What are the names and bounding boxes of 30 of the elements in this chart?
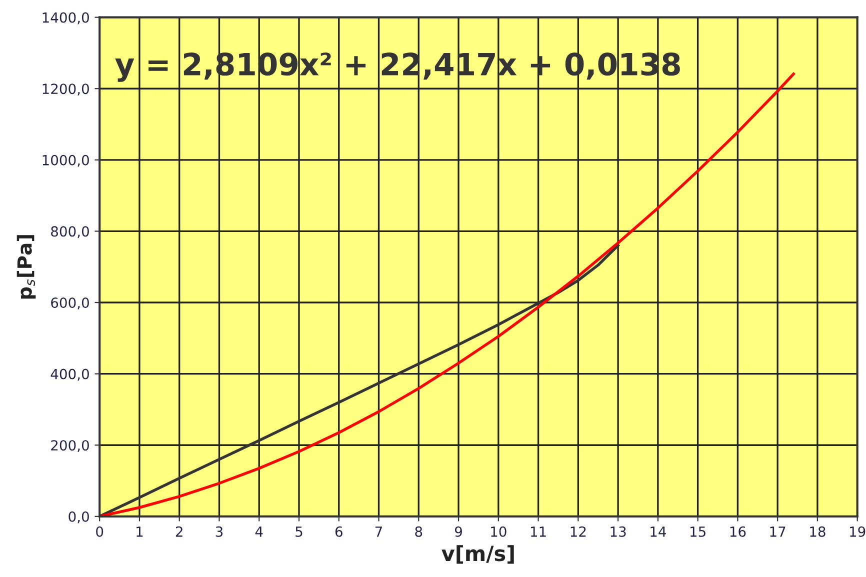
y-tick-label: 1200,0 bbox=[42, 84, 89, 96]
x-tick-label: 14 bbox=[650, 526, 666, 537]
x-tick-label: 1 bbox=[136, 526, 143, 537]
x-tick-label: 6 bbox=[335, 526, 342, 537]
x-tick-label: 3 bbox=[216, 526, 223, 537]
y-tick-label: 200,0 bbox=[51, 440, 89, 452]
x-tick-label: 16 bbox=[730, 526, 746, 537]
x-tick-label: 9 bbox=[454, 526, 462, 537]
x-tick-label: 8 bbox=[415, 526, 422, 537]
y-tick-label: 800,0 bbox=[51, 226, 89, 238]
x-tick-label: 12 bbox=[570, 526, 586, 537]
x-tick-label: 13 bbox=[610, 526, 626, 537]
y-tick-label: 1000,0 bbox=[42, 154, 89, 167]
x-axis-title: v[m/s] bbox=[442, 545, 514, 564]
x-tick-label: 17 bbox=[770, 526, 786, 537]
x-tick-label: 11 bbox=[530, 526, 546, 537]
x-tick-label: 15 bbox=[690, 526, 706, 537]
y-axis-title: p$_{s}$[Pa] bbox=[16, 235, 36, 299]
x-tick-label: 0 bbox=[96, 526, 104, 537]
x-tick-label: 2 bbox=[176, 526, 182, 537]
x-tick-label: 10 bbox=[491, 526, 506, 537]
x-tick-label: 18 bbox=[810, 526, 826, 537]
x-tick-label: 19 bbox=[850, 526, 866, 537]
x-tick-label: 7 bbox=[375, 526, 382, 537]
y-tick-label: 600,0 bbox=[51, 297, 89, 310]
x-tick-label: 4 bbox=[255, 526, 263, 537]
y-tick-label: 1400,0 bbox=[42, 12, 89, 24]
x-tick-label: 5 bbox=[296, 526, 302, 537]
y-tick-label: 0,0 bbox=[68, 511, 89, 524]
y-tick-label: 400,0 bbox=[50, 368, 89, 381]
